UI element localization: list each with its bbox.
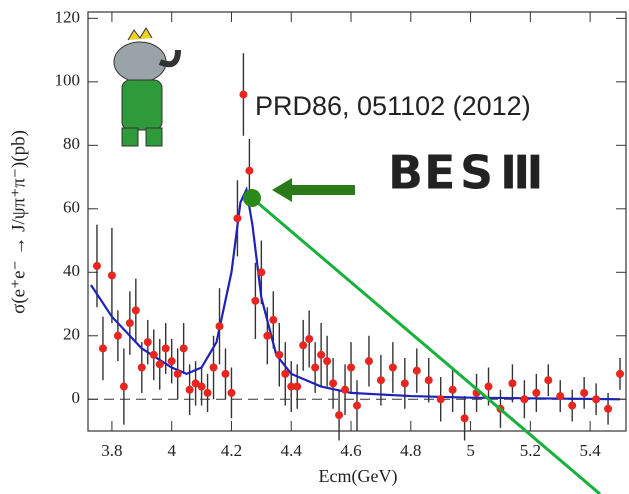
annotation: PRD86, 051102 (2012) <box>255 91 531 121</box>
y-tick-label: 120 <box>55 7 81 26</box>
data-point <box>341 385 350 394</box>
data-point <box>287 382 296 391</box>
y-tick-label: 60 <box>63 198 80 217</box>
x-axis-label: Ecm(GeV) <box>319 466 398 487</box>
data-point <box>568 401 577 410</box>
data-point <box>197 382 206 391</box>
data-point <box>544 376 553 385</box>
y-tick-label: 40 <box>63 261 80 280</box>
data-point <box>460 414 469 423</box>
data-point <box>173 369 182 378</box>
data-point <box>131 306 140 315</box>
x-tick-label: 4.4 <box>281 441 303 460</box>
data-point <box>185 385 194 394</box>
y-tick-label: 80 <box>63 134 80 153</box>
data-point <box>317 350 326 359</box>
data-point <box>347 363 356 372</box>
data-point <box>580 388 589 397</box>
data-point <box>592 395 601 404</box>
data-point <box>143 338 152 347</box>
data-point <box>251 296 260 305</box>
x-tick-label: 5.4 <box>580 441 602 460</box>
x-tick-label: 5.2 <box>520 441 541 460</box>
data-point <box>257 268 266 277</box>
data-point <box>161 344 170 353</box>
data-point <box>604 404 613 413</box>
y-tick-label: 100 <box>55 71 81 90</box>
data-point <box>263 331 272 340</box>
data-point <box>137 363 146 372</box>
data-point <box>227 388 236 397</box>
data-point <box>167 357 176 366</box>
data-point <box>293 382 302 391</box>
fit-curve <box>90 186 621 401</box>
x-tick-label: 3.8 <box>101 441 122 460</box>
arrow <box>272 178 292 202</box>
data-point <box>448 385 457 394</box>
data-point <box>311 363 320 372</box>
data-point <box>203 388 212 397</box>
data-point <box>305 334 314 343</box>
data-point <box>107 271 116 280</box>
data-point <box>508 379 517 388</box>
data-point <box>191 379 200 388</box>
data-point <box>484 382 493 391</box>
x-tick-label: 4.6 <box>340 441 361 460</box>
logo-letter: E <box>424 146 455 200</box>
data-point <box>209 363 218 372</box>
y-axis-label: σ(e⁺e⁻ → J/ψπ⁺π⁻)(pb) <box>8 130 29 314</box>
y-tick-label: 0 <box>72 388 81 407</box>
logo-letter: Ⅲ <box>500 146 543 200</box>
data-point <box>155 360 164 369</box>
data-point <box>98 344 107 353</box>
x-tick-label: 5 <box>466 441 475 460</box>
data-point <box>269 315 278 324</box>
data-point <box>149 350 158 359</box>
data-point <box>329 379 338 388</box>
y-tick-label: 20 <box>63 325 80 344</box>
data-point <box>323 357 332 366</box>
data-point <box>556 392 565 401</box>
data-point <box>92 261 101 270</box>
data-point <box>233 214 242 223</box>
data-point <box>364 357 373 366</box>
plot-area <box>88 53 626 441</box>
data-point <box>179 344 188 353</box>
data-point <box>532 388 541 397</box>
logo-letter: S <box>460 146 493 200</box>
data-point <box>221 369 230 378</box>
data-point <box>412 366 421 375</box>
elephant-mascot <box>110 27 181 150</box>
data-point <box>125 319 134 328</box>
x-tick-label: 4.8 <box>400 441 421 460</box>
data-point <box>281 369 290 378</box>
data-point <box>436 395 445 404</box>
data-point <box>400 379 409 388</box>
data-point <box>616 369 625 378</box>
data-point <box>424 376 433 385</box>
pointer-line <box>251 196 601 494</box>
data-point <box>239 90 248 99</box>
x-tick-label: 4 <box>167 441 176 460</box>
x-tick-label: 4.2 <box>221 441 242 460</box>
data-point <box>388 363 397 372</box>
data-point <box>245 166 254 175</box>
data-point <box>113 331 122 340</box>
data-point <box>520 395 529 404</box>
data-point <box>353 401 361 410</box>
data-point <box>119 382 128 391</box>
data-point <box>299 341 308 350</box>
data-point <box>376 376 385 385</box>
logo-letter: B <box>388 146 423 200</box>
highlight-dot <box>243 189 261 207</box>
data-point <box>275 350 284 359</box>
data-point <box>335 411 344 420</box>
data-point <box>215 322 224 331</box>
